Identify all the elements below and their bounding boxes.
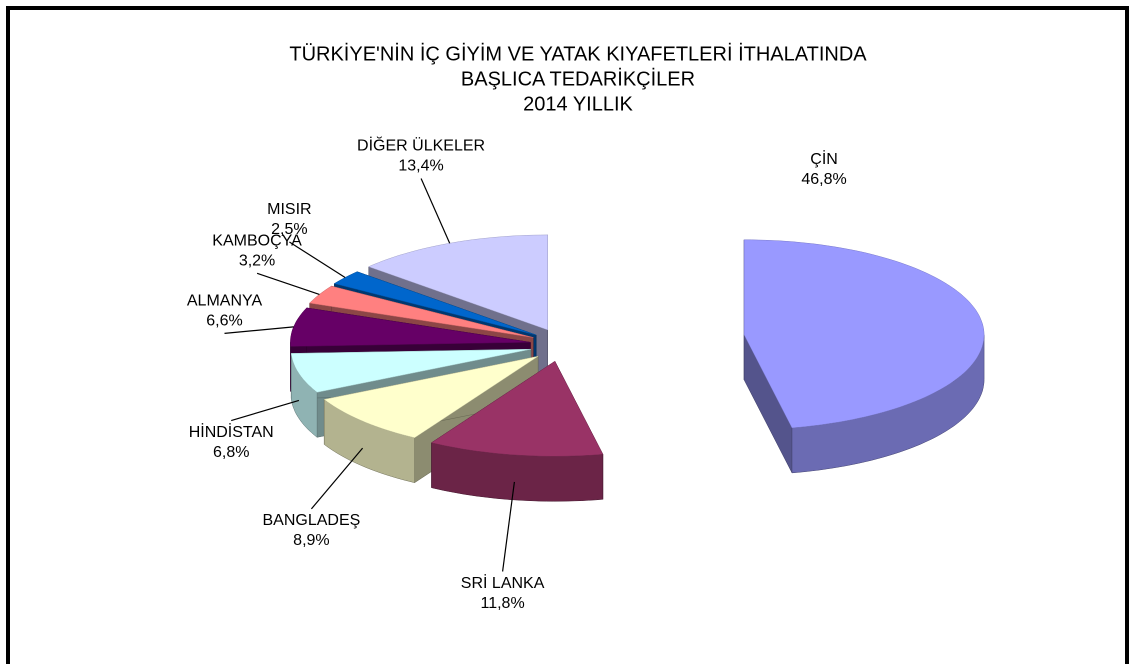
slice-value-label: 2,5% xyxy=(271,221,307,238)
slice-value-label: 11,8% xyxy=(481,595,525,612)
chart-title: 2014 YILLIK xyxy=(523,93,633,115)
slice-label: SRİ LANKA xyxy=(461,573,545,592)
chart-title: BAŞLICA TEDARİKÇİLER xyxy=(461,67,695,90)
chart-title: TÜRKİYE'NİN İÇ GİYİM VE YATAK KIYAFETLER… xyxy=(289,42,867,65)
slice-value-label: 13,4% xyxy=(398,158,443,175)
slice-label: ÇİN xyxy=(810,149,838,168)
slice-value-label: 46,8% xyxy=(801,171,846,188)
slice-label: DİĞER ÜLKELER xyxy=(357,136,485,155)
slice-value-label: 8,9% xyxy=(293,532,329,549)
slice-label: ALMANYA xyxy=(187,293,263,310)
slice-label: HİNDİSTAN xyxy=(189,422,274,441)
slice-value-label: 6,8% xyxy=(213,444,249,461)
slice-value-label: 6,6% xyxy=(206,313,242,330)
slice-value-label: 3,2% xyxy=(239,252,275,269)
slice-label: MISIR xyxy=(267,201,311,218)
slice-label: BANGLADEŞ xyxy=(263,512,361,529)
